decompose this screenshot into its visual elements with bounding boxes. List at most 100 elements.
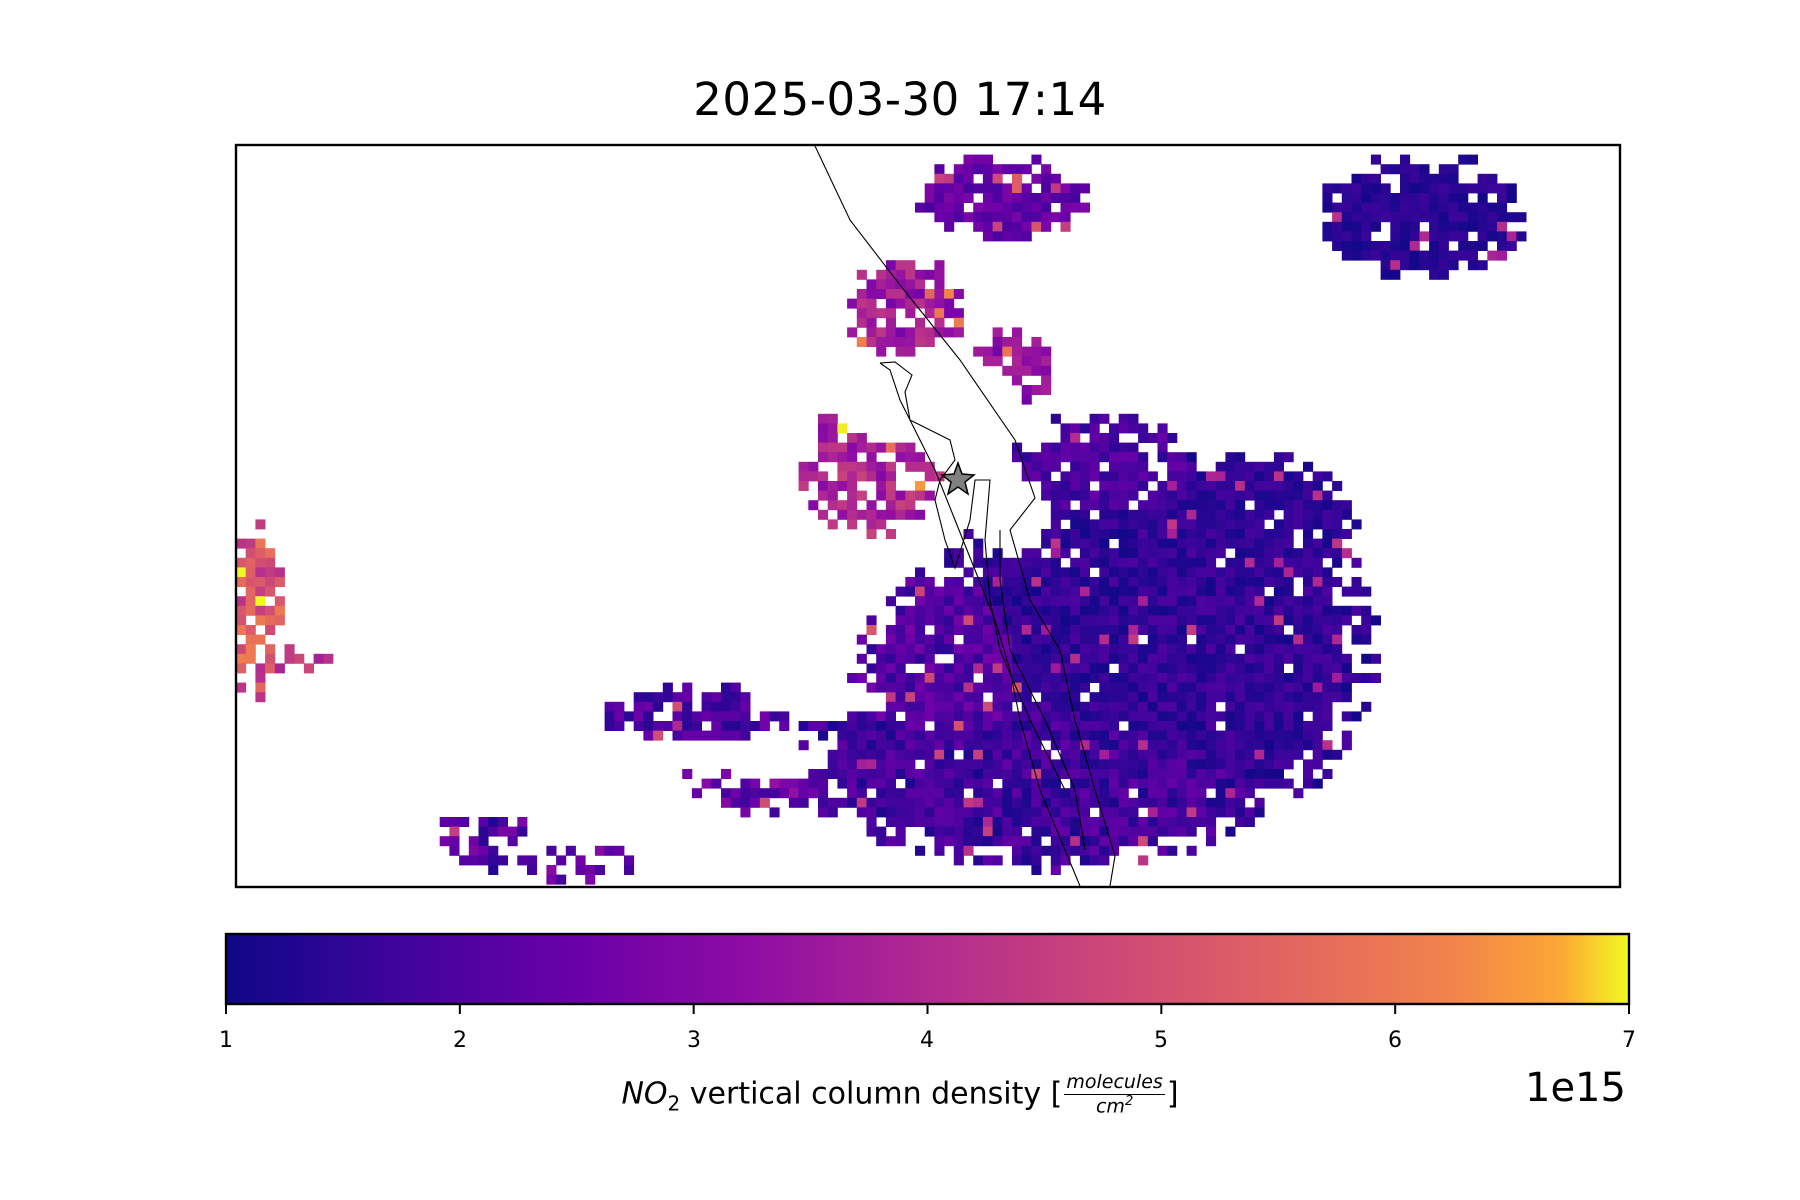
heatmap-cell [886,299,896,309]
heatmap-cell [1216,635,1226,645]
heatmap-cell [1158,663,1168,673]
heatmap-cell [1002,740,1012,750]
heatmap-cell [867,683,877,693]
heatmap-cell [731,721,741,731]
heatmap-cell [1225,491,1235,501]
heatmap-cell [1255,471,1265,481]
heatmap-cell [1225,577,1235,587]
heatmap-cell [1255,606,1265,616]
heatmap-cell [1109,567,1119,577]
heatmap-cell [973,855,983,865]
heatmap-cell [1245,462,1255,472]
heatmap-cell [886,644,896,654]
heatmap-cell [954,203,964,213]
heatmap-cell [1187,731,1197,741]
heatmap-cell [1041,692,1051,702]
heatmap-cell [876,731,886,741]
heatmap-cell [1061,510,1071,520]
heatmap-cell [1061,567,1071,577]
heatmap-cell [1177,529,1187,539]
heatmap-cell [1080,654,1090,664]
heatmap-cell [1158,452,1168,462]
heatmap-cell [605,711,615,721]
heatmap-cell [255,567,265,577]
heatmap-cell [1031,740,1041,750]
heatmap-cell [1070,740,1080,750]
heatmap-cell [905,615,915,625]
heatmap-cell [1041,577,1051,587]
heatmap-cell [1177,491,1187,501]
heatmap-cell [1109,452,1119,462]
heatmap-cell [1225,750,1235,760]
heatmap-cell [1051,183,1061,193]
heatmap-cell [1051,414,1061,424]
colorbar-tick-3: 3 [664,1028,724,1053]
heatmap-cell [1206,769,1216,779]
heatmap-cell [1196,779,1206,789]
heatmap-cell [1022,347,1032,357]
heatmap-cell [905,510,915,520]
heatmap-cell [1245,519,1255,529]
heatmap-cell [983,673,993,683]
heatmap-cell [1196,788,1206,798]
heatmap-cell [934,769,944,779]
heatmap-cell [964,683,974,693]
heatmap-cell [1177,596,1187,606]
heatmap-cell [265,663,275,673]
heatmap-cell [692,788,702,798]
heatmap-cell [925,683,935,693]
heatmap-cell [1167,481,1177,491]
heatmap-cell [1303,615,1313,625]
heatmap-cell [1061,836,1071,846]
heatmap-cell [1002,212,1012,222]
heatmap-cell [1225,644,1235,654]
heatmap-cell [1352,558,1362,568]
heatmap-cell [1342,692,1352,702]
heatmap-cell [1012,750,1022,760]
heatmap-cell [731,731,741,741]
heatmap-cell [1090,625,1100,635]
heatmap-cell [925,663,935,673]
heatmap-cell [1090,529,1100,539]
heatmap-cell [1381,193,1391,203]
heatmap-cell [886,462,896,472]
heatmap-cell [236,683,246,693]
heatmap-cell [1119,596,1129,606]
heatmap-cell [828,433,838,443]
heatmap-cell [1410,222,1420,232]
heatmap-cell [925,827,935,837]
heatmap-cell [1216,539,1226,549]
heatmap-cell [905,759,915,769]
heatmap-cell [1158,500,1168,510]
heatmap-cell [1274,491,1284,501]
heatmap-cell [1031,587,1041,597]
heatmap-cell [1167,673,1177,683]
heatmap-cell [1167,548,1177,558]
heatmap-cell [1187,519,1197,529]
heatmap-cell [1400,193,1410,203]
heatmap-cell [1332,692,1342,702]
heatmap-cell [1255,644,1265,654]
heatmap-cell [1264,462,1274,472]
heatmap-cell [1468,212,1478,222]
heatmap-cell [556,855,566,865]
heatmap-cell [479,817,489,827]
heatmap-cell [779,788,789,798]
heatmap-cell [255,596,265,606]
heatmap-cell [828,759,838,769]
heatmap-cell [993,164,1003,174]
heatmap-cell [1061,635,1071,645]
heatmap-cell [1119,663,1129,673]
heatmap-cell [1371,222,1381,232]
heatmap-cell [702,692,712,702]
heatmap-cell [808,769,818,779]
heatmap-cell [1031,366,1041,376]
heatmap-cell [1061,539,1071,549]
heatmap-cell [517,855,527,865]
heatmap-cell [1196,702,1206,712]
heatmap-cell [1216,807,1226,817]
heatmap-cell [837,462,847,472]
heatmap-cell [1225,635,1235,645]
heatmap-cell [1080,452,1090,462]
heatmap-cell [721,721,731,731]
